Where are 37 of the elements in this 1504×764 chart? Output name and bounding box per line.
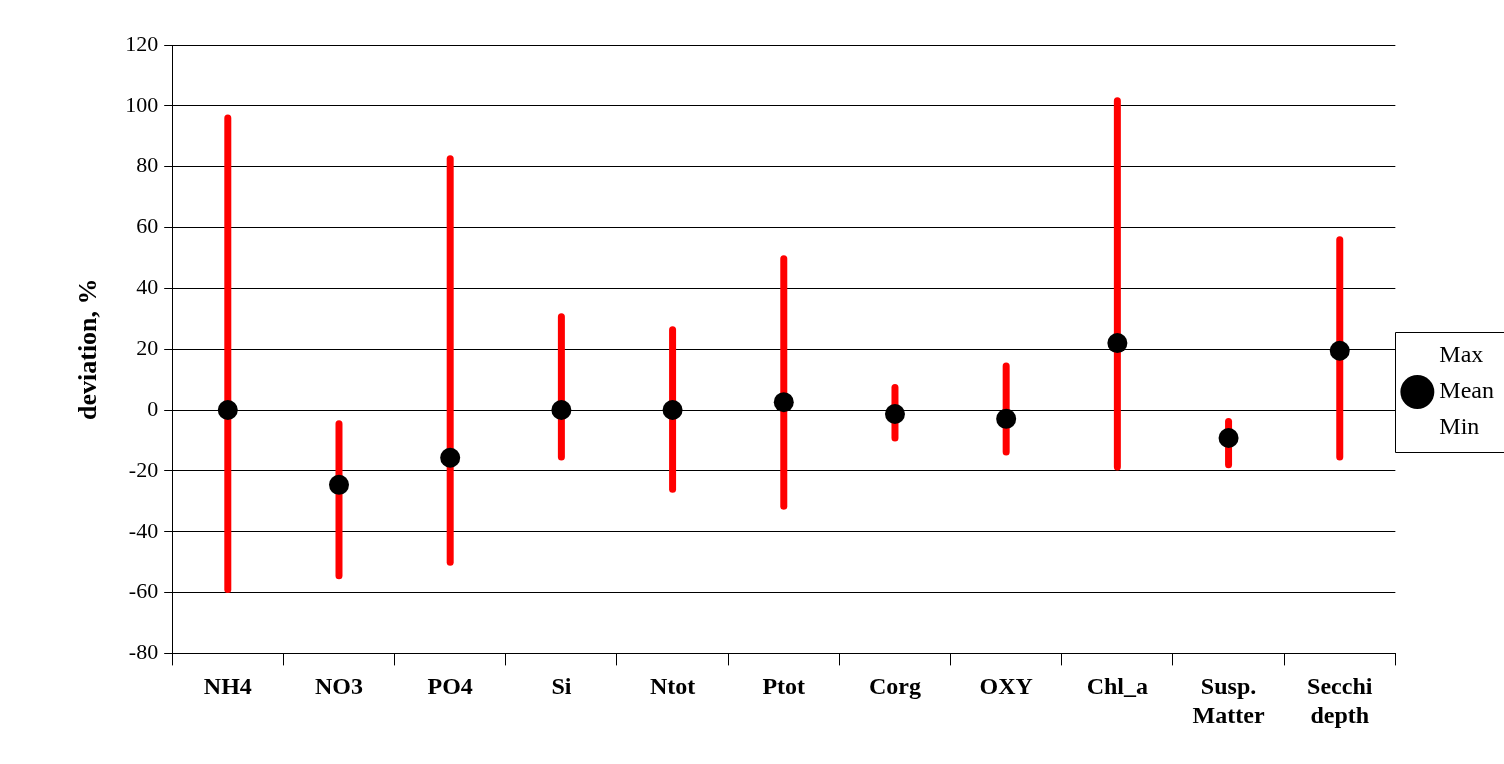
y-axis-title: deviation, % [73, 278, 103, 420]
y-tick-label: 80 [136, 152, 159, 178]
text: Min [1439, 413, 1480, 440]
y-tick-label: -40 [128, 517, 159, 543]
x-tick-label: PO4 [427, 673, 473, 699]
legend-label: Mean [1439, 377, 1495, 404]
point [1218, 428, 1239, 449]
point [773, 392, 794, 413]
point [328, 474, 349, 495]
point [217, 400, 238, 421]
y-tick-label: -80 [128, 639, 159, 665]
x-tick-label: OXY [979, 673, 1033, 699]
y-tick-label: 20 [136, 334, 159, 360]
x-tick-label: NH4 [203, 673, 252, 699]
y-tick-label: 100 [125, 91, 159, 117]
x-tick-label: NO3 [314, 673, 363, 699]
x-tick-label: Ptot [762, 673, 806, 699]
x-tick-label: Corg [868, 673, 921, 699]
y-tick-label: 40 [136, 274, 159, 300]
point [1329, 340, 1350, 361]
point [996, 408, 1017, 429]
point [1107, 333, 1128, 354]
y-tick-label: -60 [128, 578, 159, 604]
x-tick-label: Ntot [649, 673, 696, 699]
y-tick-label: 60 [136, 213, 159, 239]
y-tick-label: 0 [147, 395, 159, 421]
x-tick-label: Si [551, 673, 572, 699]
point [884, 404, 905, 424]
point [662, 400, 683, 421]
point [440, 447, 461, 468]
x-tick-label: Secchi depth [1307, 673, 1373, 728]
x-tick-label: Susp. Matter [1192, 673, 1265, 728]
text: Max [1439, 341, 1484, 368]
y-tick-label: -20 [128, 456, 159, 482]
x-tick-label: Chl_a [1086, 673, 1149, 699]
y-tick-label: 120 [125, 30, 159, 56]
point [551, 400, 572, 421]
